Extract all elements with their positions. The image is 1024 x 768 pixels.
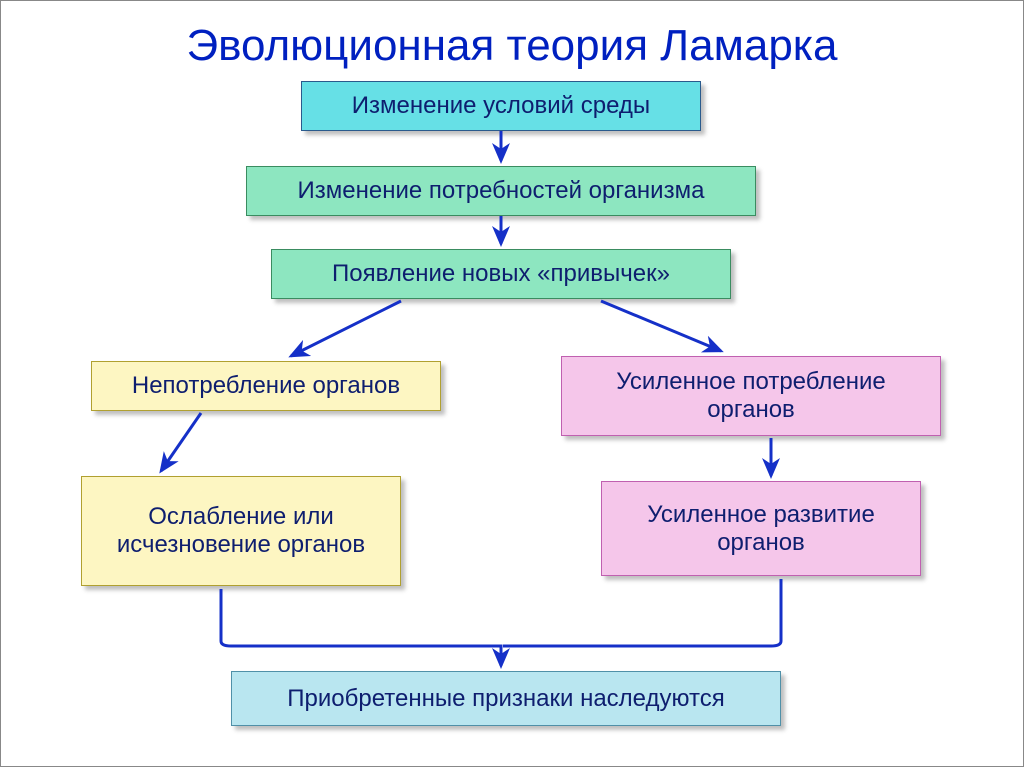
page-title: Эволюционная теория Ламарка (1, 21, 1023, 71)
title-text: Эволюционная теория Ламарка (187, 21, 838, 70)
node-label: Появление новых «привычек» (332, 260, 670, 288)
node-label: Ослабление или исчезновение органов (92, 503, 390, 559)
node-organ-use: Усиленное потребление органов (561, 356, 941, 436)
node-organ-disuse: Непотребление органов (91, 361, 441, 411)
node-needs-change: Изменение потребностей организма (246, 166, 756, 216)
node-label: Усиленное развитие органов (612, 501, 910, 557)
node-label: Изменение условий среды (352, 92, 650, 120)
node-organ-strengthening: Усиленное развитие органов (601, 481, 921, 576)
node-label: Приобретенные признаки наследуются (287, 685, 724, 713)
node-label: Усиленное потребление органов (572, 368, 930, 424)
node-organ-weakening: Ослабление или исчезновение органов (81, 476, 401, 586)
node-label: Изменение потребностей организма (298, 177, 705, 205)
node-environment-change: Изменение условий среды (301, 81, 701, 131)
node-label: Непотребление органов (132, 372, 400, 400)
node-new-habits: Появление новых «привычек» (271, 249, 731, 299)
node-inherited-traits: Приобретенные признаки наследуются (231, 671, 781, 726)
